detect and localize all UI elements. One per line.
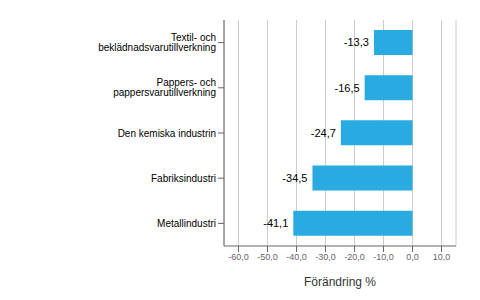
svg-text:-13,3: -13,3 [344,36,369,48]
svg-text:0,0: 0,0 [406,252,419,262]
svg-text:Förändring %: Förändring % [304,275,376,289]
svg-text:Textil- ochbeklädnadsvarutillv: Textil- ochbeklädnadsvarutillverkning [98,32,216,53]
svg-text:Den kemiska industrin: Den kemiska industrin [118,128,216,139]
svg-text:-41,1: -41,1 [263,217,288,229]
svg-text:-24,7: -24,7 [311,127,336,139]
svg-text:-20,0: -20,0 [344,252,365,262]
svg-text:Pappers- ochpappersvarutillver: Pappers- ochpappersvarutillverkning [113,77,216,98]
svg-text:-30,0: -30,0 [315,252,336,262]
svg-text:-16,5: -16,5 [335,82,360,94]
svg-text:Metallindustri: Metallindustri [157,218,216,229]
svg-text:-10,0: -10,0 [373,252,394,262]
svg-text:-40,0: -40,0 [286,252,307,262]
svg-text:-60,0: -60,0 [228,252,249,262]
svg-text:Fabriksindustri: Fabriksindustri [151,173,216,184]
svg-text:-50,0: -50,0 [257,252,278,262]
svg-text:10,0: 10,0 [433,252,451,262]
svg-text:-34,5: -34,5 [282,172,307,184]
